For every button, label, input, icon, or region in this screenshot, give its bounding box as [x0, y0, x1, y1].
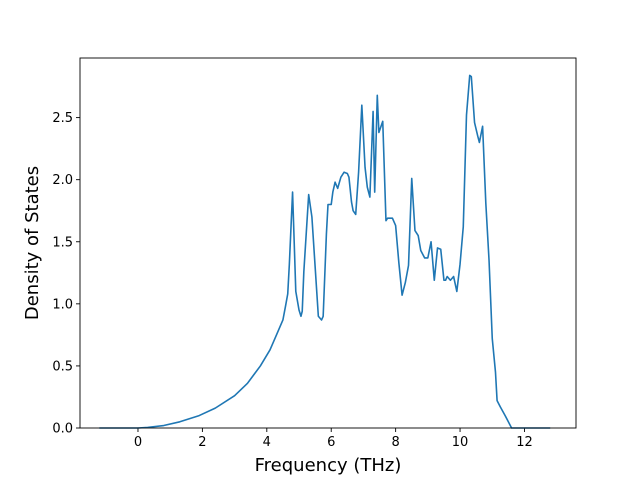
y-tick-label: 0.5: [52, 359, 73, 374]
x-axis-ticks: 0 2 4 6 8 10 12: [134, 428, 533, 450]
x-tick-label: 8: [391, 435, 399, 450]
dos-line: [99, 74, 551, 429]
y-tick-label: 1.5: [52, 235, 73, 250]
y-tick-label: 2.5: [52, 111, 73, 126]
y-axis-ticks: 0.0 0.5 1.0 1.5 2.0 2.5: [52, 111, 80, 437]
x-tick-label: 0: [134, 435, 142, 450]
y-axis-label: Density of States: [22, 166, 43, 320]
x-tick-label: 4: [263, 435, 271, 450]
x-tick-label: 12: [516, 435, 533, 450]
x-tick-label: 2: [198, 435, 206, 450]
x-tick-label: 6: [327, 435, 335, 450]
plot-frame: [79, 57, 577, 429]
x-tick-label: 10: [452, 435, 469, 450]
y-tick-label: 0.0: [52, 422, 73, 437]
y-tick-label: 1.0: [52, 297, 73, 312]
y-tick-label: 2.0: [52, 173, 73, 188]
x-axis-label: Frequency (THz): [255, 455, 402, 476]
